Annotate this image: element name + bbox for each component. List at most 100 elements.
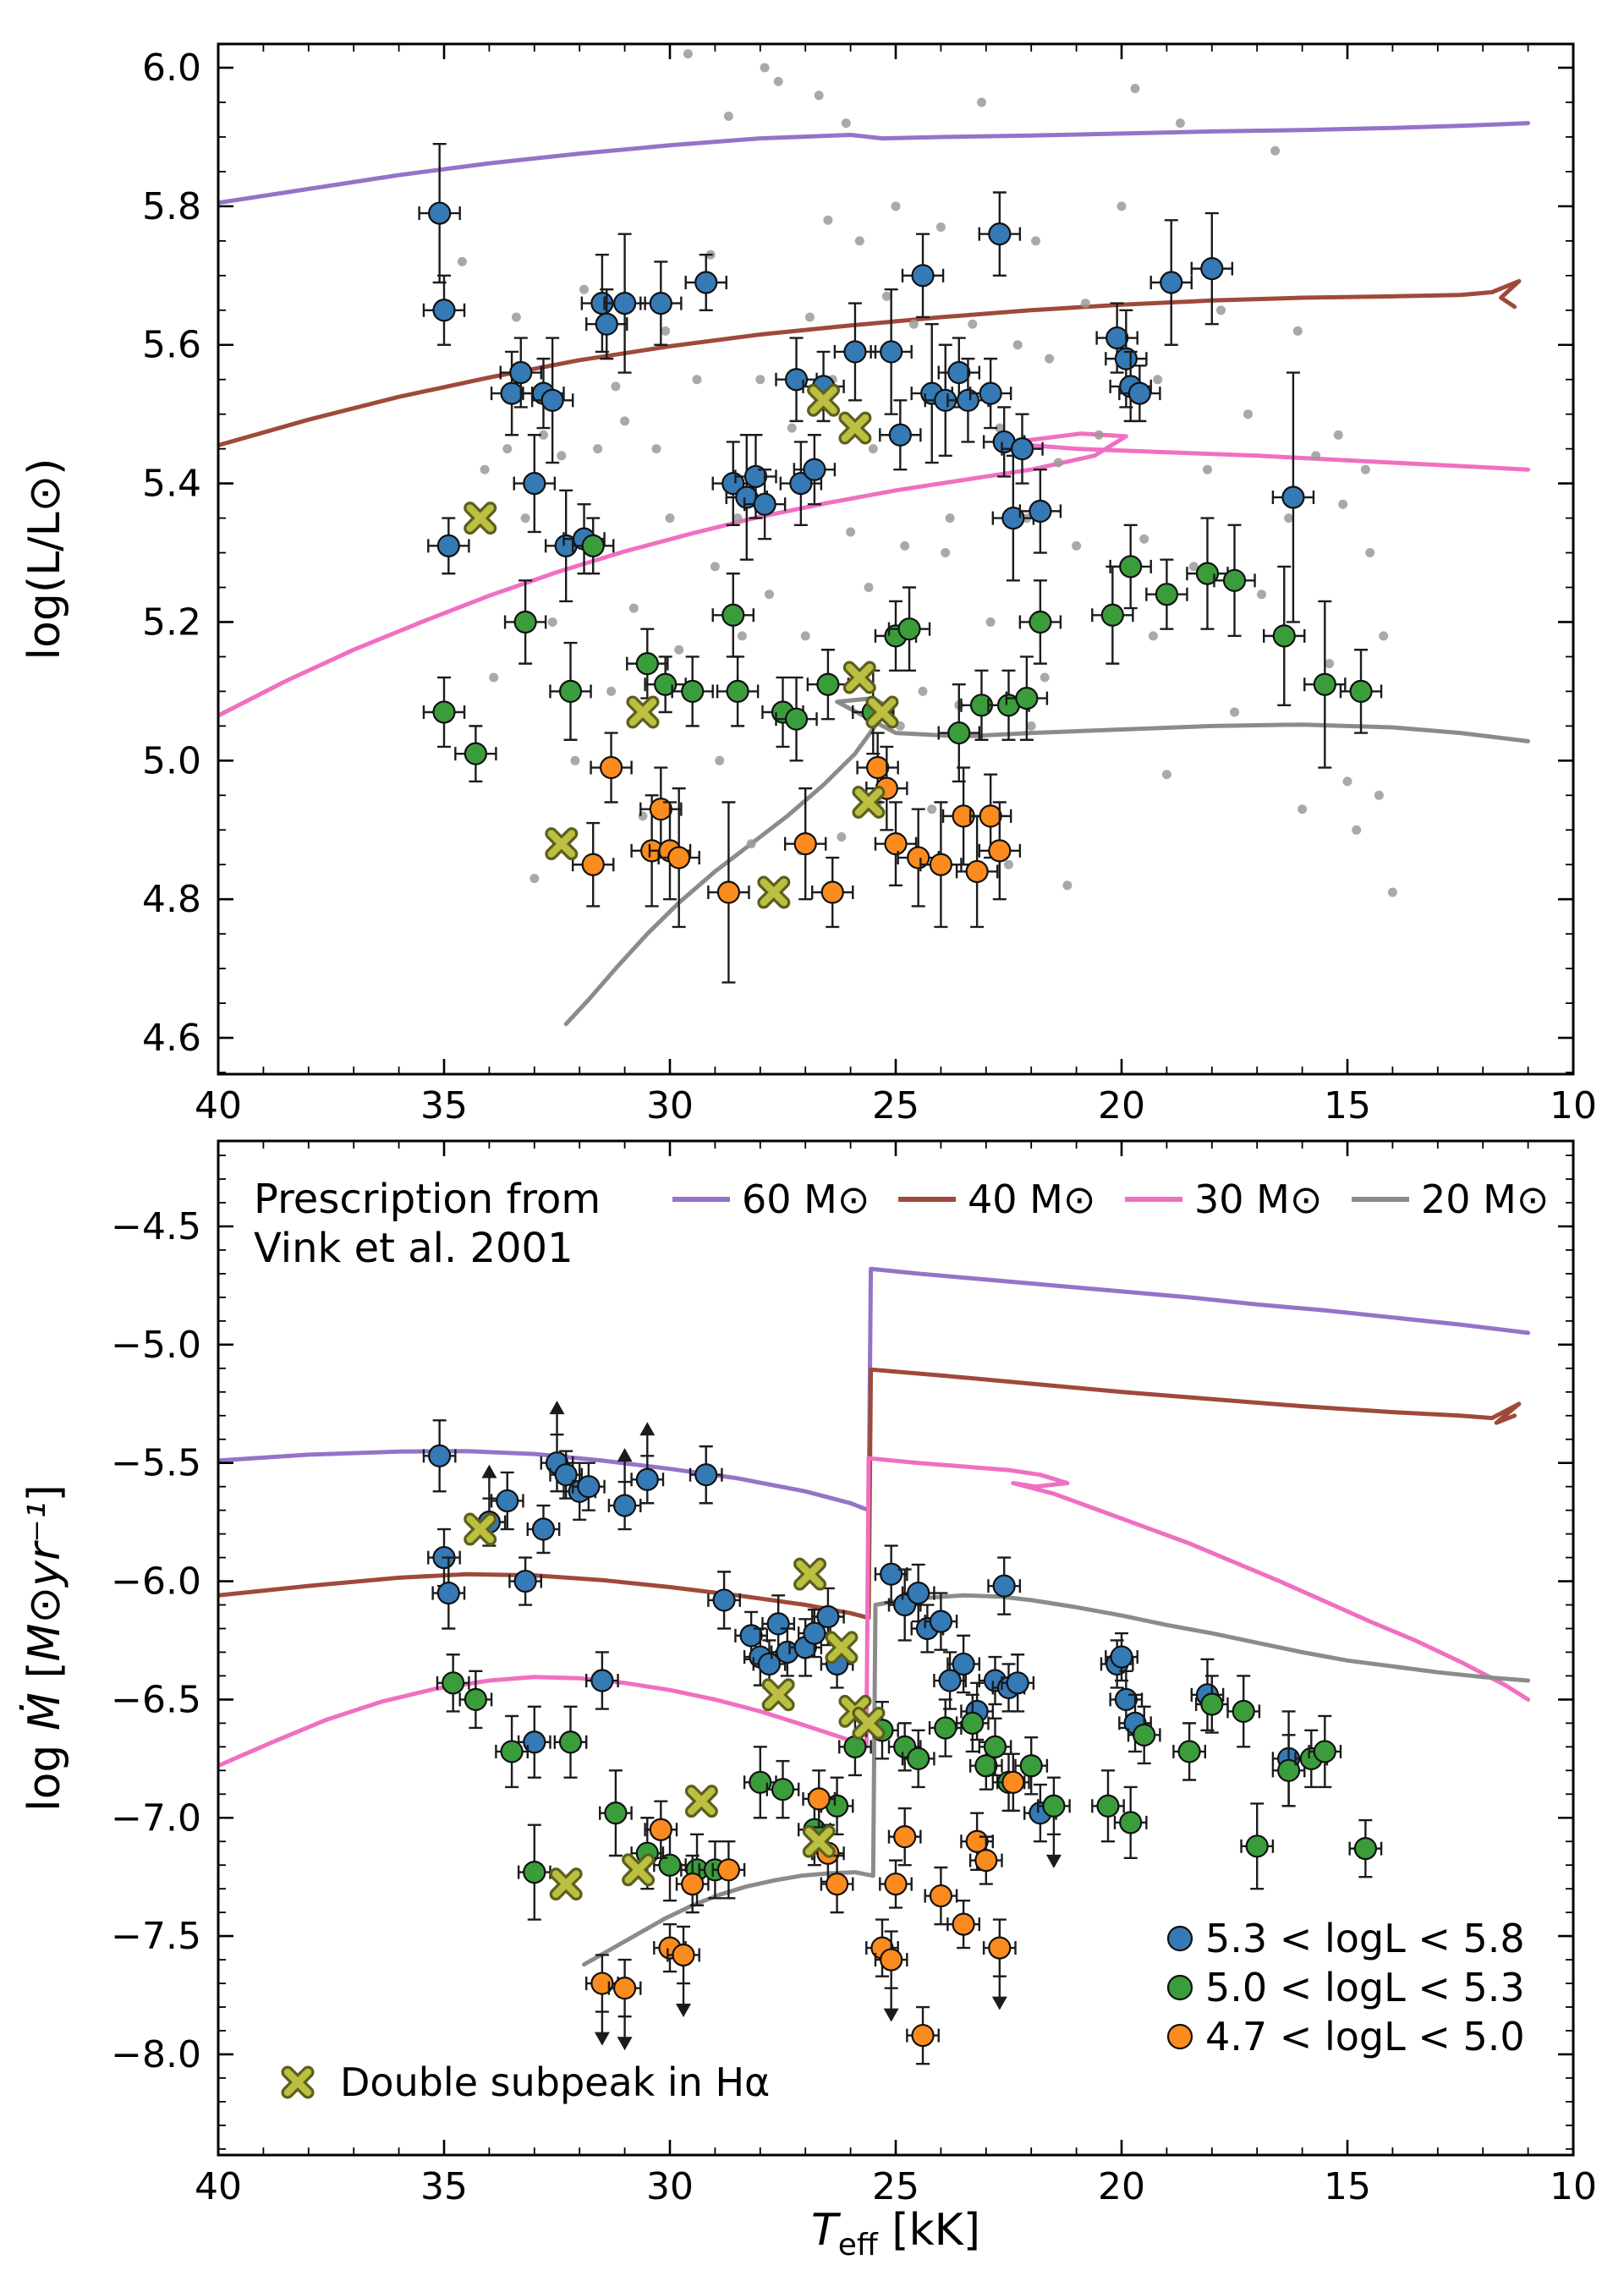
data-point: [952, 1912, 975, 1936]
data-point: [793, 832, 817, 856]
data-point: [907, 1581, 930, 1605]
data-point: [523, 1860, 546, 1884]
data-point: [513, 610, 537, 634]
legend-track-label: 60 M⊙: [742, 1176, 870, 1222]
y-tick-label: 5.2: [142, 601, 201, 644]
y-tick-label: −8.0: [111, 2033, 201, 2076]
data-point: [807, 1787, 831, 1811]
background-dot: [1175, 118, 1185, 129]
background-dot: [760, 63, 770, 73]
lower-limit-arrow-icon: [617, 1448, 633, 1462]
background-dot: [941, 548, 951, 557]
legend-track-label: 40 M⊙: [968, 1176, 1095, 1222]
axes-frame: 40 35 30 25 20 15 10 4.6 4.8 5.0 5.2 5.4 5.6 5.8 6.0: [142, 42, 1597, 1127]
background-dot: [1153, 375, 1163, 385]
legend-track-label: 20 M⊙: [1421, 1176, 1549, 1222]
background-dot: [710, 562, 720, 572]
data-point: [1119, 1811, 1143, 1835]
background-dot: [1257, 590, 1266, 600]
data-point: [1015, 687, 1039, 710]
data-point: [911, 264, 935, 288]
background-dot: [765, 590, 774, 600]
cross-markers: [464, 1512, 886, 1901]
background-dot: [1072, 540, 1082, 551]
background-dot: [1130, 84, 1140, 94]
background-dot: [841, 118, 851, 129]
data-point: [884, 1872, 908, 1896]
background-dot: [539, 430, 548, 440]
background-dot: [529, 874, 540, 884]
background-dot: [683, 49, 693, 59]
background-dot: [1342, 776, 1352, 787]
x-tick-label: 40: [195, 2165, 242, 2208]
model-tracks: [218, 1266, 1531, 1967]
bottom-panel: 40 35 30 25 20 15 10 −4.5 −5.0 −5.5 −6.0 −6.5 −7.0 −7…: [111, 1139, 1597, 2208]
background-dot: [755, 375, 765, 385]
data-point: [929, 853, 953, 876]
x-tick-label: 20: [1098, 1084, 1145, 1127]
background-dot: [1216, 305, 1226, 315]
axis-labels: log(L/L⊙) log Ṁ [M⊙yr⁻¹] Teff [kK]: [19, 458, 980, 2262]
data-point: [843, 1735, 867, 1758]
data-point: [581, 853, 605, 876]
background-dot: [665, 513, 675, 524]
data-point: [938, 1669, 962, 1692]
data-point: [739, 1624, 763, 1648]
data-point: [988, 222, 1012, 246]
data-point: [599, 755, 623, 780]
data-point: [974, 1849, 998, 1873]
background-dot: [1031, 236, 1040, 246]
data-point: [965, 859, 989, 884]
data-point: [934, 1716, 957, 1740]
data-point: [523, 1730, 546, 1754]
data-point: [1353, 1837, 1377, 1861]
background-dot: [723, 111, 733, 121]
data-point: [694, 271, 718, 294]
y-tick-label: −7.5: [111, 1915, 201, 1958]
y-tick-label: 5.4: [142, 463, 201, 506]
data-point: [681, 679, 705, 704]
data-point: [884, 832, 908, 856]
x-tick-label: 15: [1324, 2165, 1371, 2208]
data-point: [992, 1574, 1016, 1598]
background-dot: [935, 222, 946, 232]
legend-series-marker: [1166, 1925, 1193, 1952]
data-point: [436, 1581, 460, 1605]
data-point: [911, 2023, 935, 2048]
background-dot: [1292, 326, 1303, 336]
data-point: [540, 388, 564, 412]
top-y-axis-label: log(L/L⊙): [19, 458, 70, 661]
y-tick-label: −7.0: [111, 1796, 201, 1840]
y-tick-label: −6.0: [111, 1560, 201, 1604]
background-dot: [651, 444, 661, 454]
background-dot: [457, 256, 467, 266]
series-0: [422, 1401, 1306, 1843]
y-tick-label: −5.0: [111, 1324, 201, 1367]
background-dot: [547, 617, 557, 627]
y-tick-label: 4.6: [142, 1017, 201, 1060]
upper-limit-arrow-icon: [991, 1996, 1007, 2010]
legend-series-marker: [1166, 1974, 1193, 2001]
data-point: [880, 1562, 903, 1586]
data-point: [672, 1943, 695, 1967]
data-point: [843, 340, 867, 364]
background-dot: [977, 97, 986, 107]
evolution-track: [563, 696, 1531, 1027]
lower-limit-arrow-icon: [481, 1464, 497, 1478]
data-point: [1276, 1758, 1301, 1782]
data-point: [1200, 257, 1224, 281]
background-dot: [945, 513, 955, 524]
data-point: [612, 1494, 637, 1517]
background-dot: [800, 631, 810, 641]
background-dot: [787, 423, 797, 433]
background-dot: [1094, 430, 1104, 440]
background-dot: [908, 319, 919, 329]
data-point: [907, 1747, 930, 1770]
x-tick-label: 25: [872, 1084, 919, 1127]
background-dot: [628, 603, 639, 613]
data-point: [816, 672, 840, 696]
background-dots: [457, 49, 1397, 897]
background-dot: [846, 527, 856, 537]
background-dot: [1062, 880, 1073, 891]
data-point: [784, 368, 809, 392]
